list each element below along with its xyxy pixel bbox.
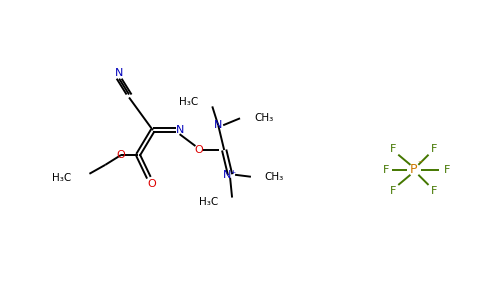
Text: F: F: [382, 165, 389, 175]
Text: H₃C: H₃C: [199, 196, 218, 206]
Text: N⁺: N⁺: [223, 170, 237, 180]
Text: O: O: [148, 179, 156, 189]
Text: O: O: [117, 150, 125, 160]
Text: F: F: [444, 165, 450, 175]
Text: O: O: [194, 145, 203, 155]
Text: H₃C: H₃C: [52, 173, 72, 183]
Text: F: F: [431, 186, 438, 196]
Text: CH₃: CH₃: [254, 113, 273, 123]
Text: F: F: [431, 144, 438, 154]
Text: N: N: [214, 120, 223, 130]
Text: CH₃: CH₃: [265, 172, 284, 182]
Text: F: F: [390, 144, 396, 154]
Text: N: N: [115, 68, 123, 78]
Text: N: N: [175, 125, 184, 135]
Text: ⁻: ⁻: [418, 159, 423, 169]
Text: F: F: [390, 186, 396, 196]
Text: H₃C: H₃C: [179, 98, 198, 107]
Text: P: P: [409, 163, 417, 176]
